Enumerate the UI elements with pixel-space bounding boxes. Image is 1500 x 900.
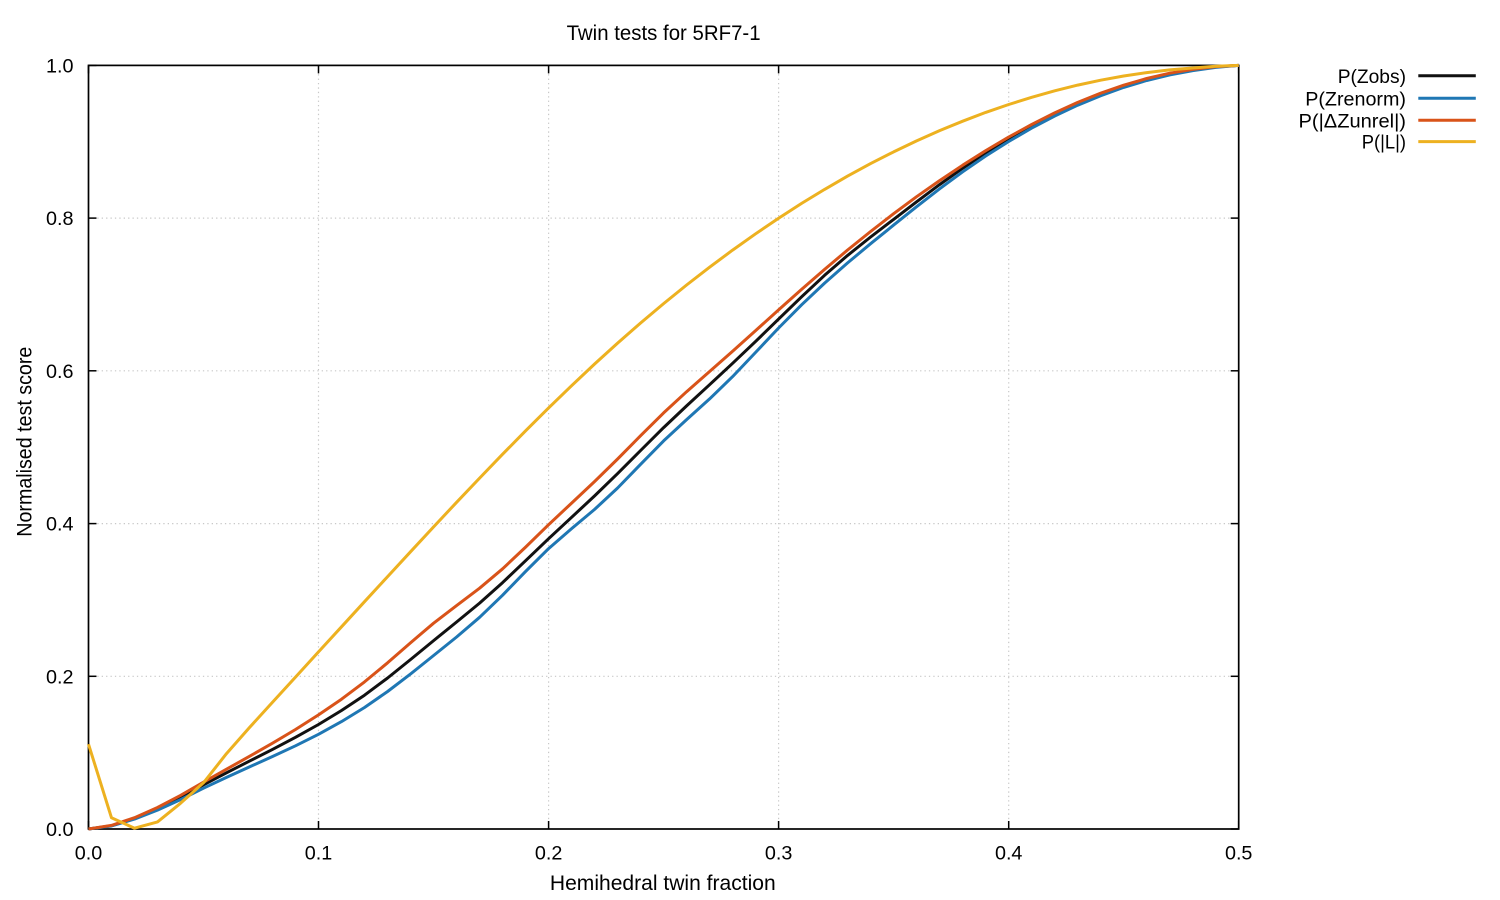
svg-text:1.0: 1.0 xyxy=(46,56,74,78)
svg-text:0.0: 0.0 xyxy=(75,843,103,865)
svg-text:P(Zobs): P(Zobs) xyxy=(1338,66,1406,88)
svg-text:Normalised test score: Normalised test score xyxy=(13,347,37,537)
svg-text:0.8: 0.8 xyxy=(46,208,74,230)
svg-text:0.2: 0.2 xyxy=(535,843,563,865)
svg-text:0.4: 0.4 xyxy=(46,514,74,536)
svg-text:P(|L|): P(|L|) xyxy=(1362,132,1406,154)
svg-text:0.1: 0.1 xyxy=(305,843,333,865)
svg-text:0.4: 0.4 xyxy=(995,843,1023,865)
svg-text:P(|ΔZunrel|): P(|ΔZunrel|) xyxy=(1299,110,1407,132)
svg-text:0.0: 0.0 xyxy=(46,819,74,841)
svg-text:P(Zrenorm): P(Zrenorm) xyxy=(1305,88,1406,110)
svg-text:0.5: 0.5 xyxy=(1225,843,1253,865)
svg-text:0.3: 0.3 xyxy=(765,843,793,865)
svg-text:0.2: 0.2 xyxy=(46,666,74,688)
svg-text:0.6: 0.6 xyxy=(46,361,74,383)
svg-text:Hemihedral twin fraction: Hemihedral twin fraction xyxy=(550,871,776,895)
svg-text:Twin tests for 5RF7-1: Twin tests for 5RF7-1 xyxy=(567,21,761,45)
